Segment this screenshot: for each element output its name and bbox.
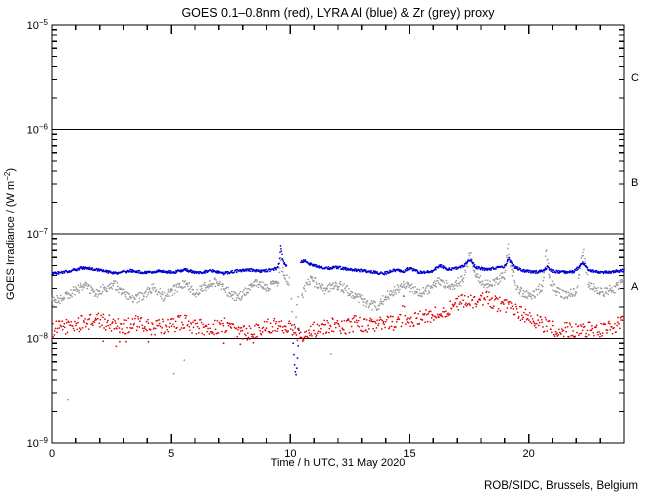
y-tick-label: 10−9 [27,436,49,450]
y-tick-label: 10−5 [27,18,49,32]
chart-title: GOES 0.1–0.8nm (red), LYRA Al (blue) & Z… [181,6,495,20]
axes: 0 5 10 15 20 10−5 10−6 10−7 10−8 10−9 [27,18,625,460]
y-tick-label: 10−7 [27,227,49,241]
x-tick-label: 15 [403,448,415,460]
credit-text: ROB/SIDC, Brussels, Belgium [484,480,638,492]
x-tick-label: 0 [49,448,55,460]
series-goes-xray [51,290,624,348]
flare-class-a-label: A [631,281,639,293]
flare-class-b-label: B [631,177,638,189]
y-axis-label: GOES Irradiance / (W m−2) [3,168,17,300]
y-tick-label: 10−6 [27,123,49,137]
flare-class-c-label: C [631,72,639,84]
y-axis-label-text: GOES Irradiance / (W m−2) [3,168,17,300]
y-tick-label: 10−8 [27,332,49,346]
x-axis-label: Time / h UTC, 31 May 2020 [271,457,406,469]
x-tick-label: 5 [168,448,174,460]
x-tick-label: 10 [284,448,296,460]
x-tick-label: 20 [523,448,535,460]
data-series [51,243,625,401]
series-lyra-al-proxy [51,245,625,376]
series-lyra-zr-proxy [51,243,625,401]
